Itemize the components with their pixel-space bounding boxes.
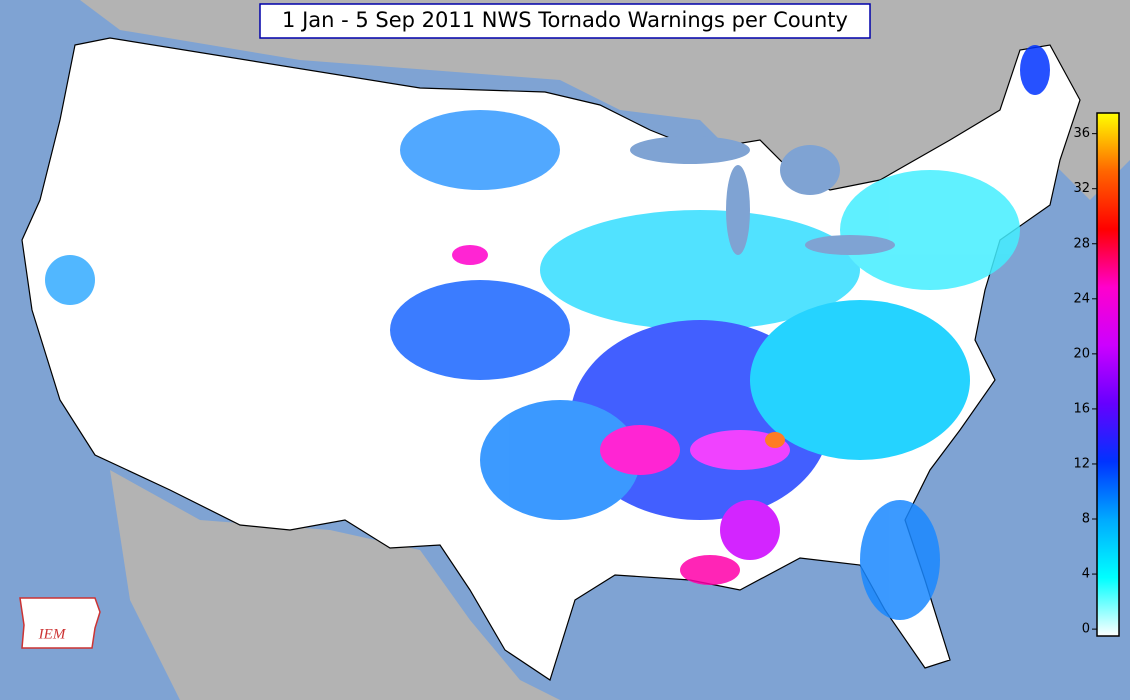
tick-label: 8 [1082, 512, 1090, 527]
lake [805, 235, 895, 255]
mexico [110, 470, 560, 700]
shade [540, 210, 860, 330]
shade [860, 500, 940, 620]
tick-label: 36 [1073, 126, 1090, 141]
logo-text: IEM [38, 626, 67, 642]
lake [726, 165, 750, 255]
title-box [259, 3, 871, 39]
shade [840, 170, 1020, 290]
tick-label: 20 [1073, 346, 1090, 361]
shade [390, 280, 570, 380]
great-lakes [630, 136, 895, 255]
lake [630, 136, 750, 164]
tick-label: 28 [1073, 236, 1090, 251]
shade [400, 110, 560, 190]
lake [780, 145, 840, 195]
tick-label: 24 [1073, 291, 1090, 306]
shade [765, 432, 785, 448]
shade [480, 400, 640, 520]
tick-label: 32 [1073, 181, 1090, 196]
shade [750, 300, 970, 460]
shade [680, 555, 740, 585]
shade [1020, 45, 1050, 95]
tick-label: 0 [1082, 622, 1090, 637]
colorbar-fill [1096, 112, 1120, 637]
county-shading [45, 45, 1050, 620]
tick-label: 16 [1073, 401, 1090, 416]
logo: IEM [19, 597, 101, 649]
colorbar: 0 4 8 12 16 20 24 28 32 36 [1073, 112, 1120, 637]
shade [600, 425, 680, 475]
shade [720, 500, 780, 560]
title: 1 Jan - 5 Sep 2011 NWS Tornado Warnings … [282, 8, 848, 32]
tick-label: 12 [1073, 456, 1090, 471]
shade [45, 255, 95, 305]
logo-shape [19, 597, 101, 649]
shade [452, 245, 488, 265]
tick-label: 4 [1082, 567, 1090, 582]
